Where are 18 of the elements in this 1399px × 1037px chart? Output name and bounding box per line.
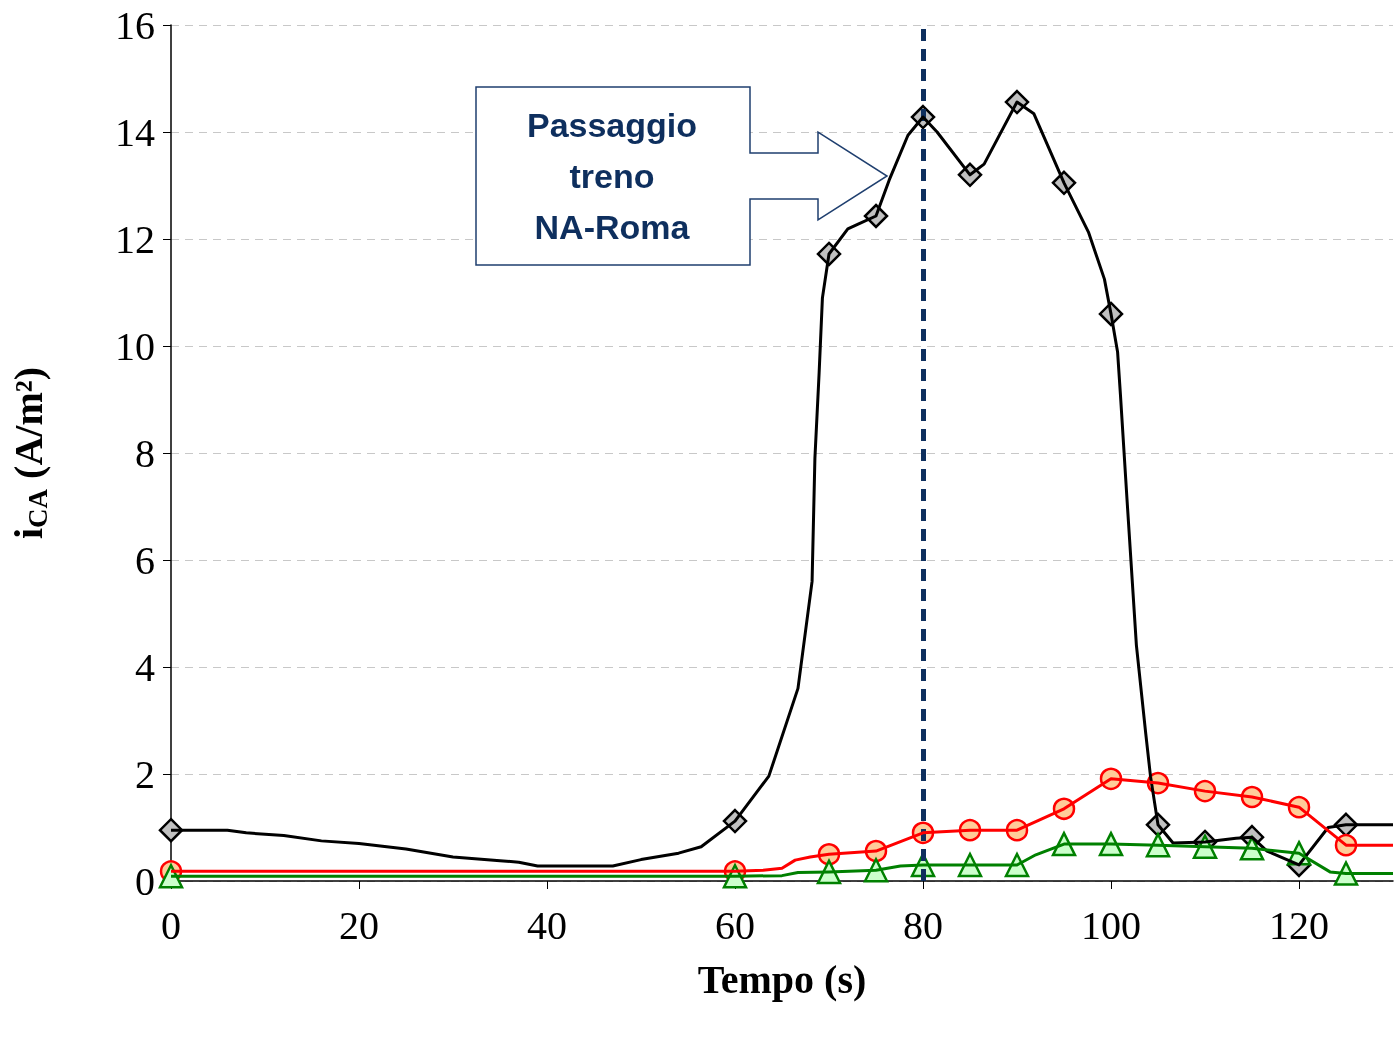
y-tick-label: 16 [115, 2, 155, 48]
y-tick-label: 4 [135, 644, 155, 690]
y-tick-label: 2 [135, 751, 155, 797]
x-tick-label: 60 [715, 902, 755, 948]
x-tick-label: 80 [903, 902, 943, 948]
y-axis-title: iCA (A/m²) [6, 366, 53, 540]
x-tick-label: 100 [1081, 902, 1141, 948]
annotation: Passaggio treno NA-Roma [526, 106, 698, 246]
x-tick-label: 20 [339, 902, 379, 948]
x-tick-label: 120 [1269, 902, 1329, 948]
x-axis-title: Tempo (s) [697, 956, 867, 1002]
y-tick-label: 12 [115, 216, 155, 262]
y-tick-label: 6 [135, 537, 155, 583]
y-tick-label: 0 [135, 858, 155, 904]
y-tick-label: 10 [115, 323, 155, 369]
y-tick-label: 14 [115, 109, 155, 155]
x-tick-label: 40 [527, 902, 567, 948]
y-tick-label: 8 [135, 430, 155, 476]
